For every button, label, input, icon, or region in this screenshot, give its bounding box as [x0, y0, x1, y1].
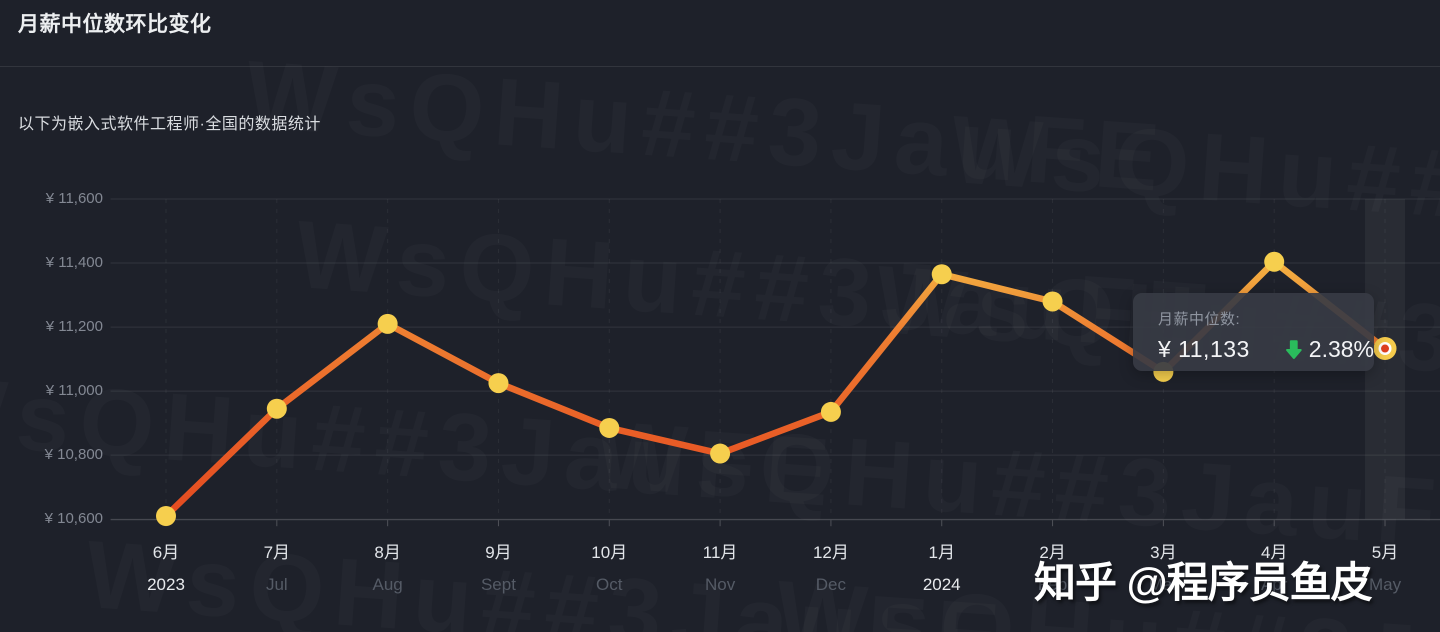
x-axis-month-label: 6月 — [152, 543, 180, 562]
x-axis-sub-label: 2023 — [147, 575, 185, 594]
page-title: 月薪中位数环比变化 — [18, 13, 212, 36]
highlighted-data-point-center — [1381, 344, 1390, 353]
zhihu-author-watermark: 知乎 @程序员鱼皮 — [1034, 559, 1373, 606]
y-axis-tick-label: ¥ 11,000 — [45, 382, 103, 400]
data-point[interactable] — [710, 443, 731, 464]
x-axis-sub-label: Apr — [1260, 575, 1288, 594]
x-axis-month-label: 11月 — [702, 543, 738, 562]
data-point[interactable] — [488, 373, 509, 394]
data-point[interactable] — [377, 313, 398, 334]
x-axis-sub-label: Mar — [1148, 575, 1179, 594]
y-axis-tick-label: ¥ 11,200 — [45, 318, 103, 336]
tooltip-value: ¥ 11,133 — [1158, 336, 1250, 362]
data-point[interactable] — [931, 264, 952, 285]
x-axis-month-label: 9月 — [485, 543, 512, 562]
x-axis-month-label: 5月 — [1371, 543, 1399, 562]
y-axis-tick-label: ¥ 11,600 — [45, 190, 103, 207]
header-divider — [0, 66, 1440, 67]
x-axis-sub-label: Sept — [480, 575, 516, 594]
x-axis-month-label: 12月 — [812, 543, 849, 562]
data-point[interactable] — [820, 401, 841, 422]
data-point[interactable] — [266, 398, 287, 419]
y-axis-tick-label: ¥ 10,600 — [44, 510, 103, 528]
x-axis-month-label: 3月 — [1150, 543, 1177, 562]
y-axis-tick-label: ¥ 11,400 — [45, 254, 103, 272]
tooltip-series-label: 月薪中位数: — [1158, 311, 1241, 328]
x-axis-sub-label: Oct — [596, 575, 623, 594]
data-point[interactable] — [599, 417, 620, 438]
x-axis-sub-label: Feb — [1037, 575, 1068, 594]
data-point[interactable] — [1042, 291, 1063, 312]
x-axis-sub-label: Jul — [265, 575, 288, 594]
tooltip-delta-percent: 2.38% — [1308, 336, 1374, 362]
x-axis-month-label: 8月 — [374, 543, 401, 562]
y-axis-tick-label: ¥ 10,800 — [44, 446, 103, 464]
arrow-down-icon — [1286, 340, 1302, 359]
x-axis-sub-label: 2024 — [922, 575, 961, 594]
x-axis-month-label: 2月 — [1039, 543, 1066, 562]
data-point[interactable] — [1264, 251, 1285, 272]
tooltip: 月薪中位数: ¥ 11,133 2.38% — [1133, 293, 1374, 371]
x-axis-month-label: 4月 — [1260, 543, 1288, 562]
x-axis-sub-label: Nov — [704, 575, 736, 594]
x-axis-month-label: 10月 — [591, 543, 628, 562]
data-point[interactable] — [156, 505, 176, 526]
x-axis-sub-label: Aug — [372, 575, 403, 594]
chart-subtitle: 以下为嵌入式软件工程师·全国的数据统计 — [18, 116, 321, 133]
x-axis-sub-label: Dec — [815, 575, 847, 594]
x-axis-month-label: 1月 — [928, 543, 955, 562]
x-axis-sub-label: May — [1368, 575, 1402, 594]
x-axis-month-label: 7月 — [263, 543, 291, 562]
